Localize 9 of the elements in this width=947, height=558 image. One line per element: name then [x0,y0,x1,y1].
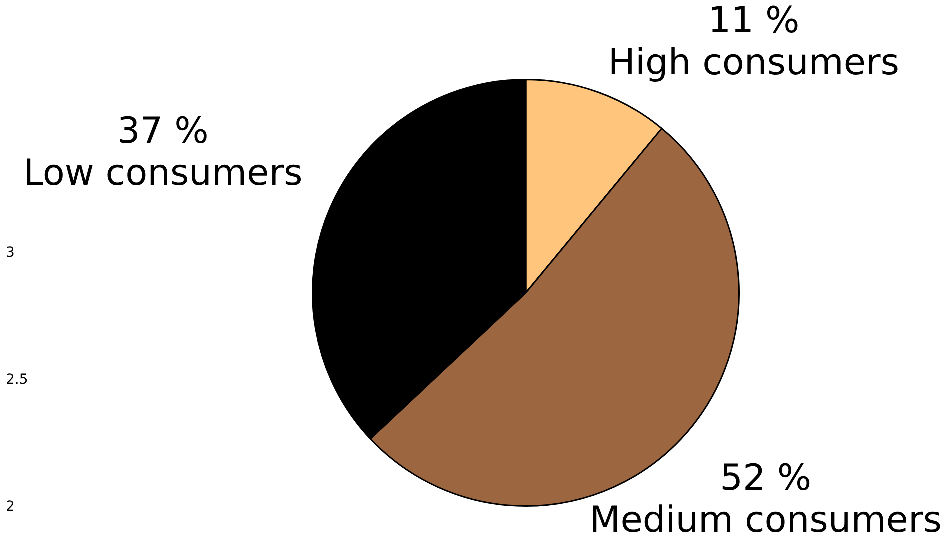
data-label: 37 % [117,110,209,152]
slice-label: Low consumers [23,152,303,194]
slice-label: Medium consumers [590,500,942,541]
text: 2.5 [6,372,28,388]
slice-label: High consumers [608,42,900,84]
data-label: 11 % [708,0,800,42]
text: 2 [6,499,15,515]
text: 3 [6,245,15,261]
data-label: 52 % [720,458,812,499]
